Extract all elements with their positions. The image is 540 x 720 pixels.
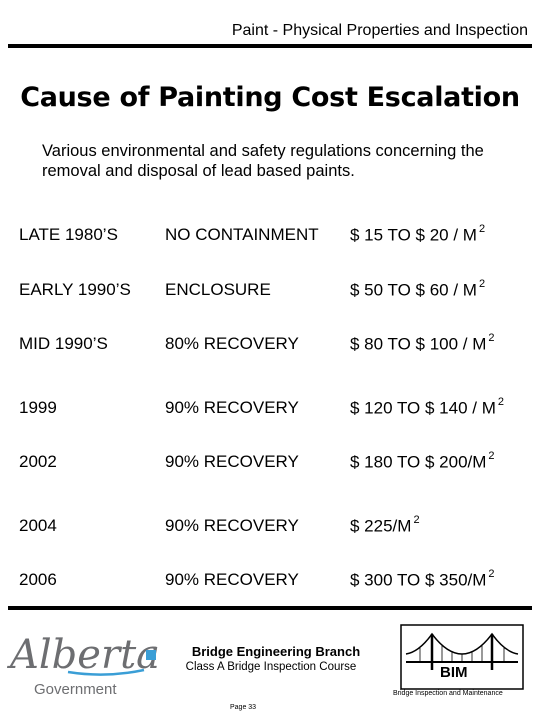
period-cell: LATE 1980’S xyxy=(19,225,118,244)
bridge-hangers xyxy=(419,645,505,662)
unit-exponent: 2 xyxy=(488,568,495,580)
footer-divider xyxy=(8,606,532,610)
method-cell: NO CONTAINMENT xyxy=(165,225,319,244)
method-cell: 90% RECOVERY xyxy=(165,570,299,589)
method-cell: 90% RECOVERY xyxy=(165,516,299,535)
cost-text: $ 225/M xyxy=(350,516,412,536)
cost-row: LATE 1980’S NO CONTAINMENT $ 15 TO $ 20 … xyxy=(0,223,540,251)
period-cell: EARLY 1990’S xyxy=(19,280,131,299)
cost-row: 2006 90% RECOVERY $ 300 TO $ 350/M 2 xyxy=(0,568,540,596)
period-cell: 2006 xyxy=(19,570,57,589)
branch-name: Bridge Engineering Branch xyxy=(191,644,361,659)
section-header: Paint - Physical Properties and Inspecti… xyxy=(231,22,528,39)
unit-exponent: 2 xyxy=(488,450,495,462)
alberta-government-logo: Alberta Government xyxy=(6,632,160,698)
cost-cell: $ 225/M 2 xyxy=(350,514,420,537)
intro-text: Various environmental and safety regulat… xyxy=(42,142,484,180)
logo-subtitle: Government xyxy=(34,681,117,698)
logo-swoosh xyxy=(67,668,145,676)
slide-title: Cause of Painting Cost Escalation xyxy=(20,82,520,113)
cost-row: 2004 90% RECOVERY $ 225/M 2 xyxy=(0,514,540,542)
logo-square xyxy=(146,650,156,660)
method-cell: 90% RECOVERY xyxy=(165,398,299,417)
course-name: Class A Bridge Inspection Course xyxy=(185,661,357,673)
method-cell: ENCLOSURE xyxy=(165,280,271,299)
cost-text: $ 180 TO $ 200/M xyxy=(350,452,487,472)
method-cell: 90% RECOVERY xyxy=(165,452,299,471)
method-cell: 80% RECOVERY xyxy=(165,334,299,353)
page-number: Page 33 xyxy=(230,704,257,711)
period-cell: 2002 xyxy=(19,452,57,471)
cost-text: $ 300 TO $ 350/M xyxy=(350,570,487,590)
cost-cell: $ 300 TO $ 350/M 2 xyxy=(350,568,495,591)
cost-row: 2002 90% RECOVERY $ 180 TO $ 200/M 2 xyxy=(0,450,540,478)
bim-label: BIM xyxy=(440,664,468,681)
period-cell: 1999 xyxy=(19,398,57,417)
bim-caption: Bridge Inspection and Maintenance xyxy=(393,690,503,697)
unit-exponent: 2 xyxy=(488,332,495,344)
cost-text: $ 120 TO $ 140 / M xyxy=(350,398,496,418)
cost-row: MID 1990’S 80% RECOVERY $ 80 TO $ 100 / … xyxy=(0,332,540,360)
cost-cell: $ 180 TO $ 200/M 2 xyxy=(350,450,495,473)
period-cell: MID 1990’S xyxy=(19,334,108,353)
bridge-cable xyxy=(405,632,519,655)
period-cell: 2004 xyxy=(19,516,57,535)
cost-text: $ 80 TO $ 100 / M xyxy=(350,334,487,354)
unit-exponent: 2 xyxy=(497,396,504,408)
header-divider xyxy=(8,44,532,48)
unit-exponent: 2 xyxy=(413,514,420,526)
bridge-logo xyxy=(400,624,524,690)
unit-exponent: 2 xyxy=(478,278,486,290)
cost-text: $ 15 TO $ 20 / M xyxy=(350,225,477,245)
unit-exponent: 2 xyxy=(478,223,486,235)
bridge-logo-frame xyxy=(400,624,524,690)
cost-text: $ 50 TO $ 60 / M xyxy=(350,280,477,300)
logo-wordmark: Alberta xyxy=(6,632,160,678)
